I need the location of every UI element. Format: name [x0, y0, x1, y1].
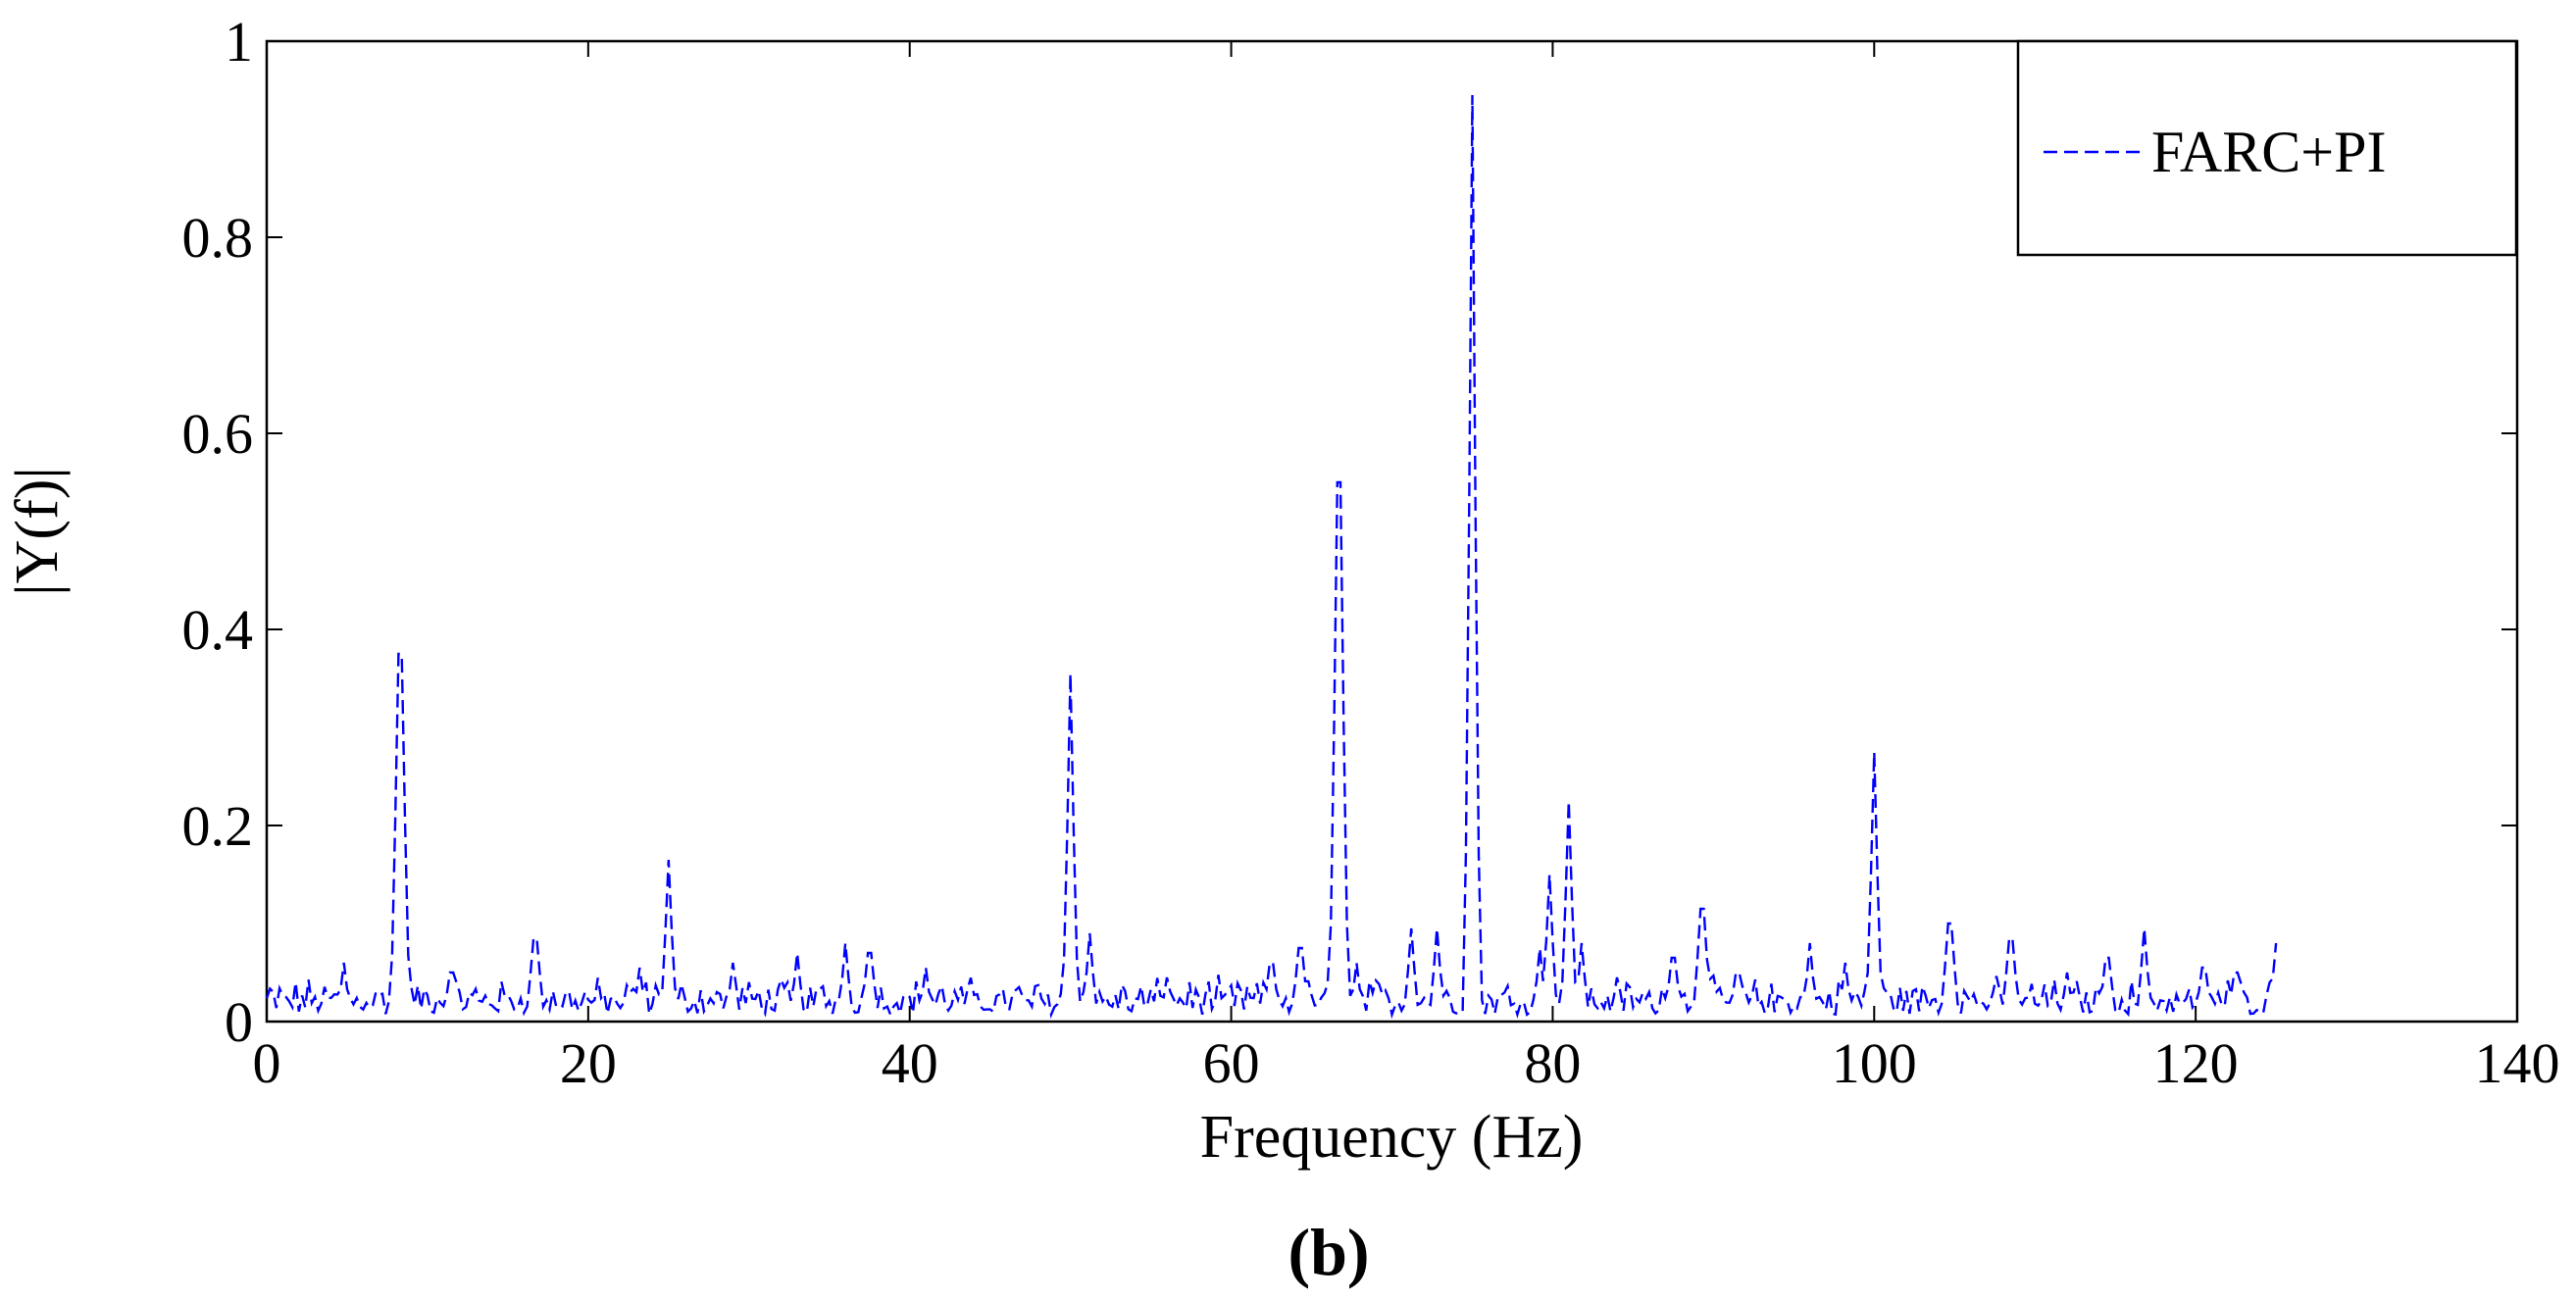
x-tick-label: 80: [1524, 1031, 1581, 1095]
legend-box: [2016, 39, 2518, 257]
y-tick-label: 1: [225, 10, 253, 74]
y-tick-label: 0.4: [182, 598, 254, 662]
legend-entry-farc-pi: FARC+PI: [2151, 120, 2386, 184]
y-tick-label: 0.6: [182, 402, 254, 466]
x-tick-label: 0: [253, 1031, 281, 1095]
x-tick-label: 100: [1832, 1031, 1917, 1095]
legend: FARC+PI: [2016, 39, 2518, 257]
x-tick-label: 140: [2475, 1031, 2560, 1095]
y-tick-label: 0.2: [182, 794, 254, 858]
x-tick-label: 20: [560, 1031, 617, 1095]
x-axis-label: Frequency (Hz): [1200, 1104, 1584, 1171]
y-axis-label: |Y(f)|: [4, 467, 71, 596]
x-tick-label: 60: [1203, 1031, 1260, 1095]
y-tick-label: 0.8: [182, 206, 254, 270]
x-tick-label: 120: [2153, 1031, 2239, 1095]
axis-tick-labels: 0 20 40 60 80 100 120 140 0 0.2 0.4 0.6 0.8 1: [182, 10, 2560, 1095]
panel-label: (b): [1288, 1215, 1369, 1289]
x-tick-label: 40: [882, 1031, 938, 1095]
series-line-farc-pi: [265, 94, 2278, 1020]
y-tick-label: 0: [225, 990, 253, 1054]
